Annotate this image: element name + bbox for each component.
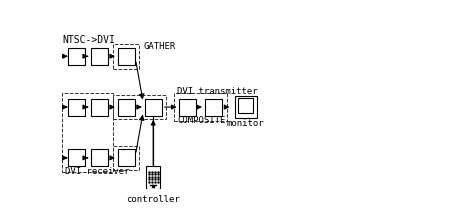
Text: COMPOSITE: COMPOSITE	[177, 116, 226, 125]
Text: NTSC->DVI: NTSC->DVI	[62, 35, 115, 45]
Bar	[68, 149, 85, 166]
Bar	[118, 149, 135, 166]
Text: controller: controller	[126, 195, 180, 204]
Bar	[118, 48, 135, 65]
Text: DVI receiver: DVI receiver	[66, 167, 130, 176]
Bar	[238, 98, 253, 113]
Bar	[113, 146, 140, 170]
Bar	[62, 93, 113, 172]
Text: GATHER: GATHER	[144, 42, 176, 51]
Bar	[91, 48, 108, 65]
Bar	[205, 99, 222, 116]
Bar	[91, 99, 108, 116]
Bar	[179, 99, 196, 116]
Bar	[146, 166, 160, 190]
Bar	[145, 99, 162, 116]
Text: monitor: monitor	[227, 119, 265, 128]
Text: DVI transmitter: DVI transmitter	[177, 86, 258, 96]
Bar	[113, 44, 140, 68]
Bar	[113, 95, 166, 119]
Bar	[68, 99, 85, 116]
Bar	[118, 99, 135, 116]
Bar	[235, 96, 257, 119]
Bar	[68, 48, 85, 65]
Bar	[91, 149, 108, 166]
Bar	[174, 93, 227, 121]
